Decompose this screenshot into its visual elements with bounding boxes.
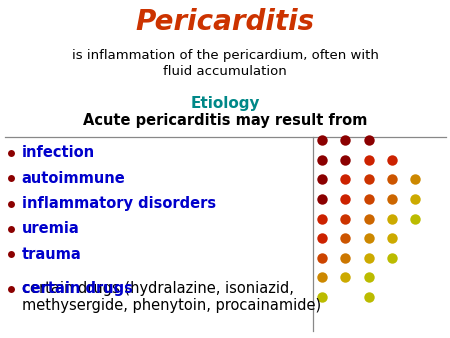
- Text: Etiology: Etiology: [190, 96, 260, 111]
- Text: Pericarditis: Pericarditis: [135, 8, 315, 37]
- Text: uremia: uremia: [22, 221, 79, 237]
- Text: inflammatory disorders: inflammatory disorders: [22, 196, 216, 211]
- Text: autoimmune: autoimmune: [22, 171, 126, 186]
- Text: infection: infection: [22, 145, 94, 161]
- Text: is inflammation of the pericardium, often with
fluid accumulation: is inflammation of the pericardium, ofte…: [72, 49, 378, 78]
- Text: Acute pericarditis may result from: Acute pericarditis may result from: [83, 113, 367, 128]
- Text: certain drugs: certain drugs: [22, 281, 132, 295]
- Text: trauma: trauma: [22, 247, 81, 262]
- Text: certain drugs (hydralazine, isoniazid,
methysergide, phenytoin, procainamide): certain drugs (hydralazine, isoniazid, m…: [22, 281, 321, 313]
